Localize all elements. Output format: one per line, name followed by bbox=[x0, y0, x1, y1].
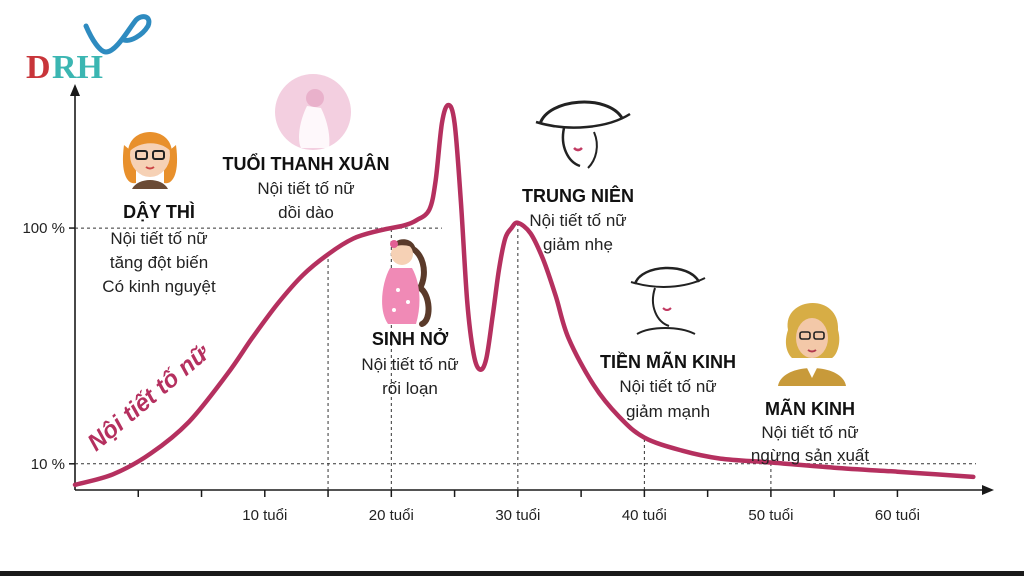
menopause-woman-icon bbox=[778, 302, 846, 386]
stage-desc-line: Nội tiết tố nữ bbox=[361, 355, 458, 374]
y-tick-label: 100 % bbox=[22, 220, 65, 237]
stage-desc-line: Nội tiết tố nữ bbox=[110, 229, 207, 248]
stage-title: TIỀN MÃN KINH bbox=[600, 351, 736, 372]
stage-title: DẬY THÌ bbox=[123, 201, 195, 222]
stage-desc-line: giảm mạnh bbox=[626, 402, 710, 421]
stage-menopause: MÃN KINH Nội tiết tố nữ ngừng sản xuất bbox=[751, 398, 869, 465]
bottom-border bbox=[0, 571, 1024, 576]
logo-swirl-icon bbox=[83, 14, 152, 55]
logo-letter-d: D bbox=[26, 49, 51, 86]
stage-puberty: DẬY THÌ Nội tiết tố nữ tăng đột biến Có … bbox=[102, 201, 216, 296]
y-axis-arrow bbox=[70, 84, 80, 96]
axis-labels: 10 % 100 % 10 tuổi 20 tuổi 30 tuổi 40 tuổi 50 … bbox=[22, 220, 920, 524]
stage-desc-line: Nội tiết tố nữ bbox=[529, 211, 626, 230]
y-tick-label: 10 % bbox=[31, 456, 65, 473]
premenopause-woman-hat-icon bbox=[630, 266, 706, 335]
stage-youth: TUỔI THANH XUÂN Nội tiết tố nữ dồi dào bbox=[223, 153, 390, 222]
x-tick-label: 30 tuổi bbox=[495, 507, 540, 524]
hormone-curve bbox=[72, 102, 976, 488]
stage-desc-line: Nội tiết tố nữ bbox=[619, 377, 716, 396]
stage-desc-line: ngừng sản xuất bbox=[751, 446, 869, 465]
stage-desc-line: tăng đột biến bbox=[110, 253, 208, 272]
x-tick-label: 40 tuổi bbox=[622, 507, 667, 524]
stage-premenopause: TIỀN MÃN KINH Nội tiết tố nữ giảm mạnh bbox=[600, 351, 736, 421]
stage-title: SINH NỞ bbox=[372, 328, 449, 349]
x-tick-label: 50 tuổi bbox=[748, 507, 793, 524]
curve-label: Nội tiết tố nữ bbox=[83, 339, 216, 457]
x-tick-label: 60 tuổi bbox=[875, 507, 920, 524]
logo-letters-rh: RH bbox=[52, 49, 103, 86]
puberty-girl-icon bbox=[122, 132, 178, 189]
stage-desc-line: Có kinh nguyệt bbox=[102, 277, 216, 296]
stage-title: TUỔI THANH XUÂN bbox=[223, 153, 390, 174]
stage-childbirth: SINH NỞ Nội tiết tố nữ rối loạn bbox=[361, 328, 458, 398]
stage-desc-line: Nội tiết tố nữ bbox=[257, 179, 354, 198]
youth-bride-icon bbox=[275, 74, 351, 150]
stage-desc-line: rối loạn bbox=[382, 379, 438, 398]
middle-age-woman-hat-icon bbox=[535, 100, 631, 169]
stage-title: TRUNG NIÊN bbox=[522, 185, 634, 206]
x-tick-label: 10 tuổi bbox=[242, 507, 287, 524]
drh-logo: D RH bbox=[26, 14, 152, 86]
hormone-series-line bbox=[72, 102, 976, 488]
x-tick-label: 20 tuổi bbox=[369, 507, 414, 524]
x-axis-ticks bbox=[69, 227, 899, 497]
stage-middle-age: TRUNG NIÊN Nội tiết tố nữ giảm nhẹ bbox=[522, 185, 634, 254]
x-axis-arrow bbox=[982, 485, 994, 495]
pregnant-woman-icon bbox=[382, 239, 432, 327]
stage-desc-line: dồi dào bbox=[278, 203, 334, 222]
stage-desc-line: Nội tiết tố nữ bbox=[761, 423, 858, 442]
stage-title: MÃN KINH bbox=[765, 398, 855, 419]
stage-desc-line: giảm nhẹ bbox=[543, 235, 613, 254]
